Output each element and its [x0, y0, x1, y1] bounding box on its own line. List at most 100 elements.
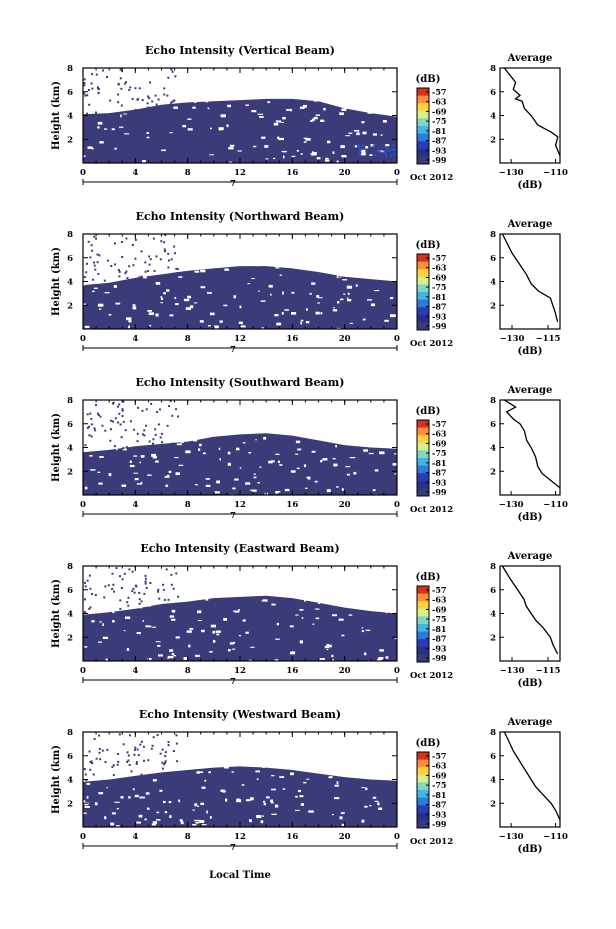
- speckle: [146, 245, 153, 248]
- speckle: [150, 747, 156, 751]
- echo-dot: [359, 154, 362, 156]
- speckle: [142, 620, 145, 622]
- speckle: [371, 303, 376, 307]
- profile-line: [504, 399, 561, 489]
- speckle: [332, 151, 335, 154]
- speckle: [371, 575, 374, 577]
- echo-dot: [87, 89, 90, 91]
- echo-dot: [167, 259, 170, 262]
- x-tick-label: 16: [286, 666, 298, 676]
- echo-dot: [134, 238, 137, 241]
- speckle: [111, 580, 115, 584]
- speckle: [261, 815, 264, 817]
- echo-dot: [131, 244, 134, 246]
- speckle: [300, 263, 305, 267]
- echo-dot: [140, 775, 142, 778]
- echo-dot: [98, 254, 101, 257]
- speckle: [83, 80, 87, 82]
- echo-dot: [155, 103, 158, 106]
- colorbar-tick-label: -99: [432, 321, 447, 331]
- speckle: [341, 108, 347, 111]
- echo-dot: [167, 266, 170, 269]
- speckle: [190, 764, 195, 767]
- speckle: [214, 258, 219, 260]
- speckle: [84, 415, 87, 418]
- speckle: [264, 145, 269, 148]
- speckle: [335, 445, 337, 448]
- speckle: [340, 298, 344, 301]
- speckle: [145, 97, 151, 101]
- speckle: [192, 106, 196, 109]
- speckle: [174, 241, 178, 243]
- x-tick-label: 4: [132, 666, 138, 676]
- speckle: [231, 648, 236, 650]
- speckle: [377, 659, 382, 661]
- speckle: [227, 262, 231, 265]
- echo-dot: [151, 606, 154, 609]
- speckle: [370, 144, 375, 147]
- speckle: [290, 470, 296, 473]
- speckle: [318, 602, 321, 604]
- echo-dot: [147, 270, 150, 273]
- y-axis-label: Height (km): [51, 247, 62, 316]
- speckle: [84, 646, 88, 648]
- speckle: [156, 257, 160, 260]
- speckle: [369, 805, 372, 807]
- echo-dot: [167, 76, 170, 79]
- speckle: [210, 734, 214, 737]
- echo-dot: [84, 581, 86, 584]
- speckle: [318, 297, 323, 299]
- speckle: [111, 255, 115, 258]
- speckle: [299, 106, 305, 109]
- echo-dot: [88, 103, 91, 106]
- speckle: [341, 155, 347, 158]
- speckle: [227, 104, 231, 108]
- x-tick-label: 0: [80, 500, 86, 510]
- echo-dot: [92, 278, 95, 281]
- speckle: [386, 573, 392, 576]
- colorbar-tick-label: -75: [432, 448, 446, 458]
- speckle: [226, 243, 229, 245]
- colorbar-tick-label: -63: [432, 429, 447, 439]
- x-tick-label: 20: [339, 666, 351, 676]
- echo-dot: [101, 749, 104, 752]
- colorbar-unit: (dB): [416, 738, 441, 749]
- echo-dot: [90, 82, 93, 85]
- echo-dot: [120, 241, 123, 243]
- speckle: [163, 292, 166, 295]
- speckle: [251, 278, 255, 280]
- echo-field: [83, 400, 397, 495]
- speckle: [125, 616, 131, 619]
- speckle: [385, 656, 389, 659]
- speckle: [139, 264, 143, 267]
- speckle: [143, 566, 146, 568]
- speckle: [140, 481, 143, 485]
- echo-dot: [175, 267, 178, 270]
- speckle: [116, 825, 120, 827]
- colorbar-swatch: [417, 465, 429, 474]
- panel-1: Echo Intensity (Vertical Beam) 0 4 8 12 16 20 0…: [51, 44, 568, 191]
- echo-dot: [120, 436, 123, 439]
- speckle: [325, 159, 330, 162]
- speckle: [159, 789, 163, 792]
- echo-dot: [140, 275, 143, 278]
- speckle: [199, 443, 202, 447]
- echo-dot: [159, 436, 162, 439]
- speckle: [182, 95, 185, 98]
- speckle: [236, 568, 239, 571]
- speckle: [281, 311, 284, 315]
- echo-dot: [162, 583, 165, 586]
- speckle: [205, 478, 210, 480]
- speckle: [305, 487, 308, 489]
- speckle: [385, 434, 391, 438]
- echo-dot: [121, 256, 124, 258]
- speckle: [214, 762, 220, 764]
- echo-dot: [122, 743, 125, 746]
- echo-dot: [144, 580, 147, 583]
- echo-dot: [96, 261, 99, 264]
- speckle: [214, 408, 217, 410]
- x-tick-label: 12: [234, 168, 246, 178]
- speckle: [346, 473, 350, 476]
- echo-dot: [175, 408, 177, 411]
- speckle: [362, 426, 368, 429]
